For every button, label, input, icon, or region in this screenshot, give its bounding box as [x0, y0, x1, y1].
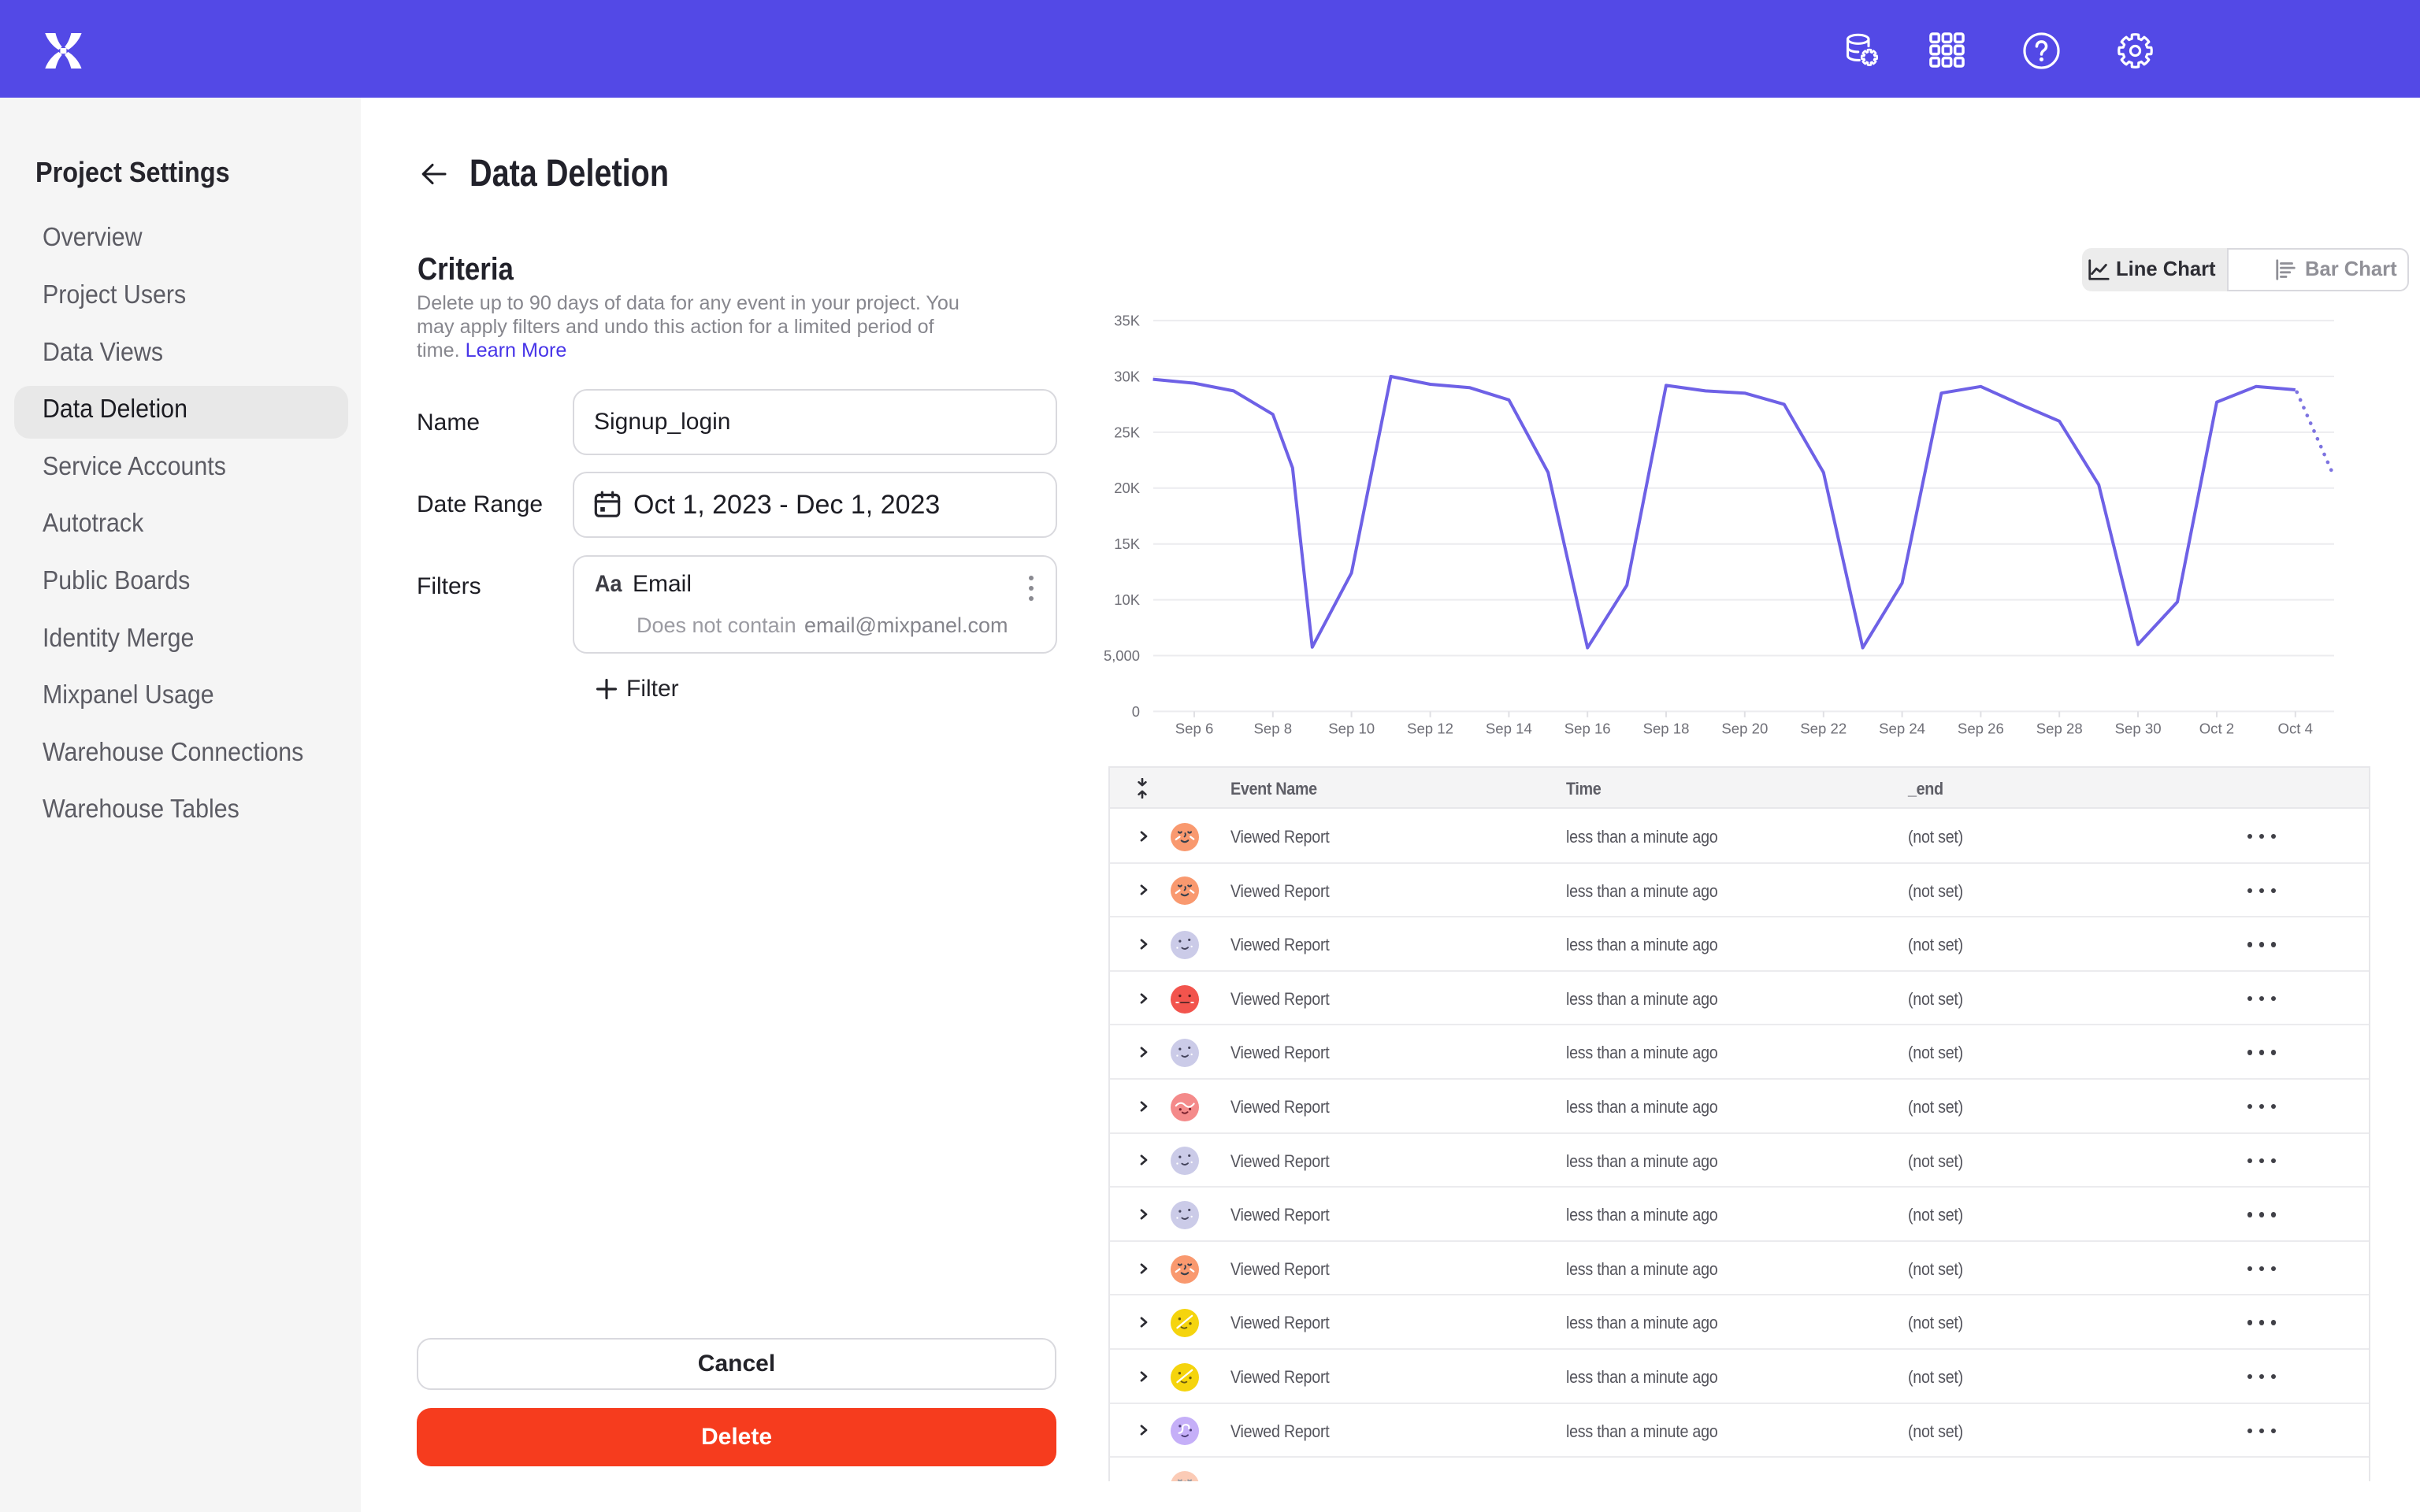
svg-text:Sep 12: Sep 12 [1407, 721, 1453, 737]
svg-text:Sep 24: Sep 24 [1879, 721, 1925, 737]
svg-text:Sep 22: Sep 22 [1800, 721, 1847, 737]
svg-text:Sep 16: Sep 16 [1564, 721, 1611, 737]
svg-text:30K: 30K [1114, 368, 1140, 384]
svg-text:Sep 6: Sep 6 [1175, 721, 1214, 737]
svg-text:Sep 8: Sep 8 [1254, 721, 1293, 737]
svg-text:Sep 20: Sep 20 [1721, 721, 1768, 737]
svg-text:Sep 26: Sep 26 [1958, 721, 2004, 737]
svg-text:Sep 28: Sep 28 [2036, 721, 2083, 737]
svg-text:0: 0 [1132, 703, 1140, 720]
svg-text:Oct 4: Oct 4 [2278, 721, 2313, 737]
svg-text:20K: 20K [1114, 480, 1140, 496]
svg-text:15K: 15K [1114, 536, 1140, 552]
svg-text:Sep 30: Sep 30 [2115, 721, 2162, 737]
svg-text:25K: 25K [1114, 424, 1140, 440]
svg-text:Sep 14: Sep 14 [1486, 721, 1532, 737]
svg-text:10K: 10K [1114, 591, 1140, 608]
svg-text:Sep 10: Sep 10 [1328, 721, 1375, 737]
svg-text:5,000: 5,000 [1104, 647, 1140, 664]
svg-text:Sep 18: Sep 18 [1643, 721, 1690, 737]
svg-text:35K: 35K [1114, 313, 1140, 329]
svg-text:Oct 2: Oct 2 [2199, 721, 2234, 737]
